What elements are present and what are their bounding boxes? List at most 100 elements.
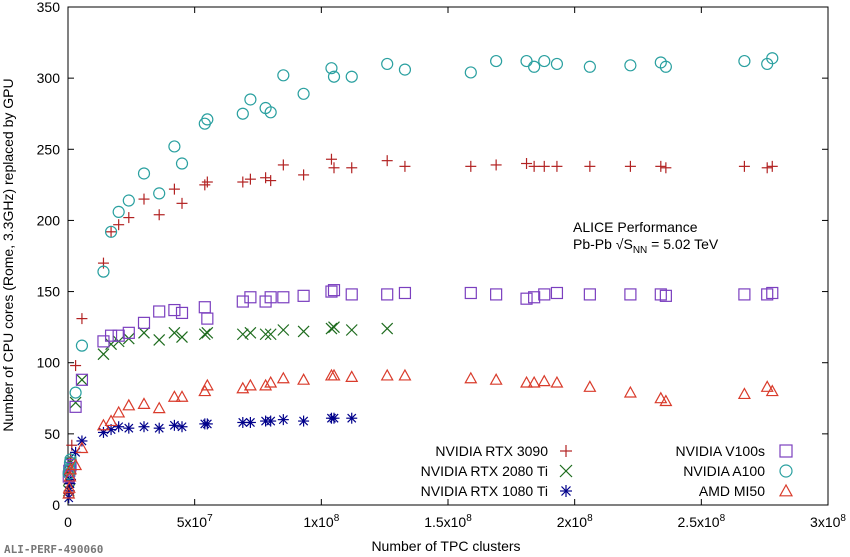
series-nvidia-a100	[62, 52, 779, 480]
point-plus	[298, 169, 310, 181]
point-square	[381, 288, 394, 301]
point-plus	[738, 160, 750, 172]
point-square	[122, 326, 135, 339]
point-triangle	[75, 441, 89, 454]
point-circle	[381, 57, 394, 71]
point-asterisk	[244, 416, 256, 428]
point-square	[738, 288, 751, 301]
legend-entry: NVIDIA RTX 1080 Ti	[421, 483, 572, 499]
point-square	[104, 329, 118, 342]
point-circle	[75, 339, 89, 352]
point-x	[76, 373, 88, 386]
point-plus	[761, 162, 773, 174]
point-plus	[260, 172, 272, 184]
point-square	[244, 291, 257, 304]
point-x	[277, 324, 290, 336]
point-triangle	[259, 378, 273, 391]
point-plus	[201, 176, 213, 188]
legend-entry: NVIDIA A100	[683, 463, 793, 479]
point-plus	[168, 183, 180, 195]
point-square	[69, 400, 82, 413]
point-plus	[624, 160, 636, 172]
point-circle	[345, 70, 358, 83]
x-tick-label: 2x108	[557, 513, 593, 530]
point-circle	[153, 187, 166, 200]
point-x	[176, 331, 188, 344]
point-square	[201, 312, 214, 325]
point-triangle	[398, 368, 412, 381]
point-triangle	[243, 378, 257, 391]
point-circle	[528, 60, 541, 73]
figure-tag: ALI-PERF-490060	[4, 543, 103, 556]
point-plus	[538, 160, 550, 172]
point-circle	[766, 52, 779, 65]
series-amd-mi50	[62, 368, 779, 499]
x-tick-label: 5x107	[177, 513, 213, 530]
point-triangle	[464, 371, 478, 384]
point-circle	[398, 63, 412, 76]
point-x	[345, 324, 358, 336]
point-plus	[521, 158, 533, 170]
point-plus	[766, 160, 778, 172]
point-circle	[175, 157, 189, 170]
point-x	[328, 321, 340, 334]
series-nvidia-rtx-3090	[63, 153, 778, 500]
point-circle	[122, 194, 135, 207]
point-triangle	[200, 378, 214, 391]
point-plus	[123, 212, 135, 224]
point-asterisk	[328, 412, 340, 424]
point-circle	[325, 62, 338, 75]
point-asterisk	[277, 414, 289, 426]
point-circle	[168, 140, 181, 153]
point-circle	[201, 113, 214, 126]
point-x	[201, 326, 214, 339]
point-triangle	[175, 390, 189, 402]
x-axis: 0 5x107 1x108 1.5x108 2x108 2.5x108 3x108	[64, 7, 846, 530]
point-plus	[153, 209, 165, 221]
point-circle	[104, 225, 118, 238]
point-square	[277, 291, 290, 304]
point-triangle	[104, 414, 118, 427]
point-asterisk	[138, 421, 150, 433]
point-square	[528, 291, 541, 304]
point-triangle	[760, 380, 774, 392]
x-tick-label: 2.5x108	[678, 513, 726, 530]
point-asterisk	[176, 421, 188, 433]
point-square	[264, 291, 277, 304]
point-triangle	[659, 394, 673, 407]
point-asterisk	[346, 412, 358, 424]
point-square	[624, 288, 637, 301]
point-square	[520, 292, 533, 305]
point-square	[550, 286, 564, 300]
point-plus	[199, 179, 211, 191]
point-square	[659, 289, 672, 302]
point-plus	[346, 162, 358, 174]
point-square	[198, 301, 211, 314]
point-plus	[105, 226, 117, 238]
point-triangle	[489, 373, 503, 385]
y-tick-label: 0	[52, 497, 60, 513]
point-plus	[328, 162, 340, 174]
point-plus	[113, 219, 125, 231]
point-asterisk	[168, 419, 180, 431]
point-circle	[137, 167, 151, 180]
point-square	[538, 288, 551, 301]
annotation-line1: ALICE Performance	[573, 219, 698, 235]
point-plus	[277, 159, 289, 171]
legend-label: NVIDIA A100	[683, 463, 765, 479]
point-triangle	[380, 368, 394, 381]
y-tick-label: 50	[44, 426, 60, 442]
point-circle	[297, 87, 310, 100]
point-circle	[624, 59, 637, 72]
point-triangle	[112, 405, 126, 418]
legend-entry: NVIDIA RTX 3090	[435, 443, 572, 459]
y-tick-label: 350	[37, 0, 61, 15]
point-triangle	[520, 375, 534, 388]
legend-entry: AMD MI50	[699, 483, 794, 499]
x-tick-label: 1x108	[303, 513, 339, 530]
y-tick-label: 100	[37, 355, 61, 371]
point-triangle	[737, 387, 751, 400]
point-x	[97, 348, 110, 361]
point-asterisk	[201, 418, 213, 430]
point-circle	[236, 107, 249, 120]
